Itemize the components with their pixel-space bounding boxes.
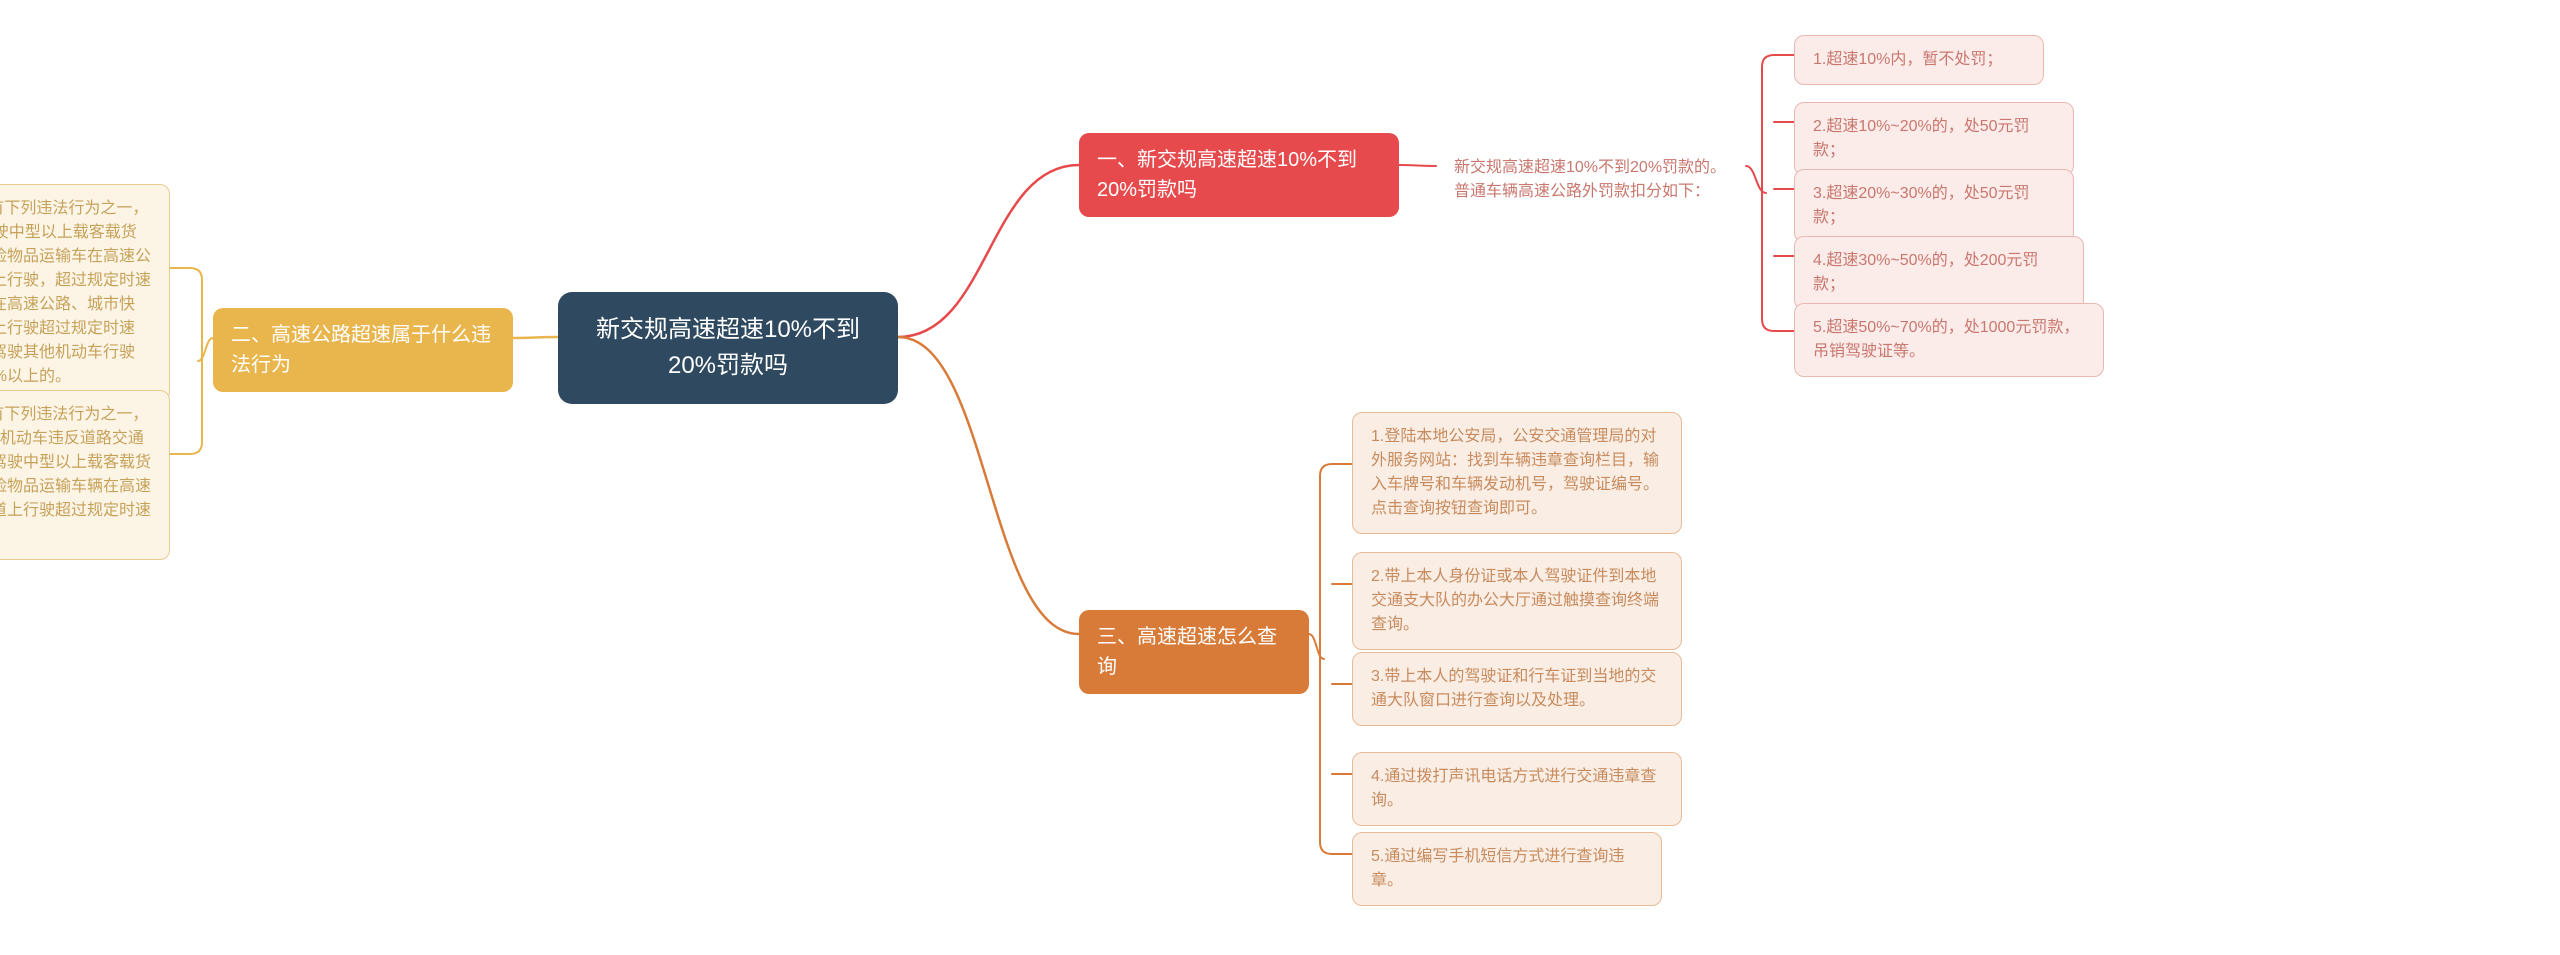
leaf-text: 4.通过拨打声讯电话方式进行交通违章查询。 bbox=[1371, 765, 1663, 813]
branch-node[interactable]: 三、高速超速怎么查询 bbox=[1079, 610, 1309, 694]
leaf-node: 2.带上本人身份证或本人驾驶证件到本地交通支大队的办公大厅通过触摸查询终端查询。 bbox=[1352, 552, 1682, 650]
leaf-node: 5.超速50%~70%的，处1000元罚款，吊销驾驶证等。 bbox=[1794, 303, 2104, 377]
branch-label: 一、新交规高速超速10%不到20%罚款吗 bbox=[1097, 145, 1381, 205]
leaf-node: 3.超速20%~30%的，处50元罚款； bbox=[1794, 169, 2074, 243]
root-node[interactable]: 新交规高速超速10%不到20%罚款吗 bbox=[558, 292, 898, 404]
branch-node[interactable]: 一、新交规高速超速10%不到20%罚款吗 bbox=[1079, 133, 1399, 217]
leaf-node: 2.超速10%~20%的，处50元罚款； bbox=[1794, 102, 2074, 176]
leaf-text: 3.超速20%~30%的，处50元罚款； bbox=[1813, 182, 2055, 230]
leaf-node: 4.超速30%~50%的，处200元罚款； bbox=[1794, 236, 2084, 310]
leaf-node: 3.带上本人的驾驶证和行车证到当地的交通大队窗口进行查询以及处理。 bbox=[1352, 652, 1682, 726]
leaf-text: 5.超速50%~70%的，处1000元罚款，吊销驾驶证等。 bbox=[1813, 316, 2085, 364]
leaf-text: 1.登陆本地公安局，公安交通管理局的对外服务网站：找到车辆违章查询栏目，输入车牌… bbox=[1371, 425, 1663, 521]
leaf-text: 3.带上本人的驾驶证和行车证到当地的交通大队窗口进行查询以及处理。 bbox=[1371, 665, 1663, 713]
branch-label: 二、高速公路超速属于什么违法行为 bbox=[231, 320, 495, 380]
leaf-text: 1.超速10%内，暂不处罚； bbox=[1813, 48, 2002, 72]
branch-label: 三、高速超速怎么查询 bbox=[1097, 622, 1291, 682]
leaf-text: 1.机动车驾驶人有下列违法行为之一，一次记12分。驾驶中型以上载客载货汽车、校车… bbox=[0, 197, 151, 389]
leaf-text: 2.超速10%~20%的，处50元罚款； bbox=[1813, 115, 2055, 163]
root-label: 新交规高速超速10%不到20%罚款吗 bbox=[584, 312, 872, 384]
leaf-node: 4.通过拨打声讯电话方式进行交通违章查询。 bbox=[1352, 752, 1682, 826]
branch-node[interactable]: 二、高速公路超速属于什么违法行为 bbox=[213, 308, 513, 392]
mindmap-canvas: 新交规高速超速10%不到20%罚款吗 一、新交规高速超速10%不到20%罚款吗 新… bbox=[0, 0, 2560, 955]
leaf-node: 5.通过编写手机短信方式进行查询违章。 bbox=[1352, 832, 1662, 906]
leaf-node: 1.机动车驾驶人有下列违法行为之一，一次记12分。驾驶中型以上载客载货汽车、校车… bbox=[0, 184, 170, 402]
leaf-text: 2.机动车驾驶人有下列违法行为之一，一次记6分。驾驶机动车违反道路交通信号灯通行… bbox=[0, 403, 151, 547]
leaf-text: 5.通过编写手机短信方式进行查询违章。 bbox=[1371, 845, 1643, 893]
intermediate-node: 新交规高速超速10%不到20%罚款的。普通车辆高速公路外罚款扣分如下： bbox=[1436, 144, 1746, 216]
leaf-text: 4.超速30%~50%的，处200元罚款； bbox=[1813, 249, 2065, 297]
intermediate-text: 新交规高速超速10%不到20%罚款的。普通车辆高速公路外罚款扣分如下： bbox=[1454, 156, 1728, 204]
leaf-node: 2.机动车驾驶人有下列违法行为之一，一次记6分。驾驶机动车违反道路交通信号灯通行… bbox=[0, 390, 170, 560]
leaf-text: 2.带上本人身份证或本人驾驶证件到本地交通支大队的办公大厅通过触摸查询终端查询。 bbox=[1371, 565, 1663, 637]
leaf-node: 1.登陆本地公安局，公安交通管理局的对外服务网站：找到车辆违章查询栏目，输入车牌… bbox=[1352, 412, 1682, 534]
leaf-node: 1.超速10%内，暂不处罚； bbox=[1794, 35, 2044, 85]
